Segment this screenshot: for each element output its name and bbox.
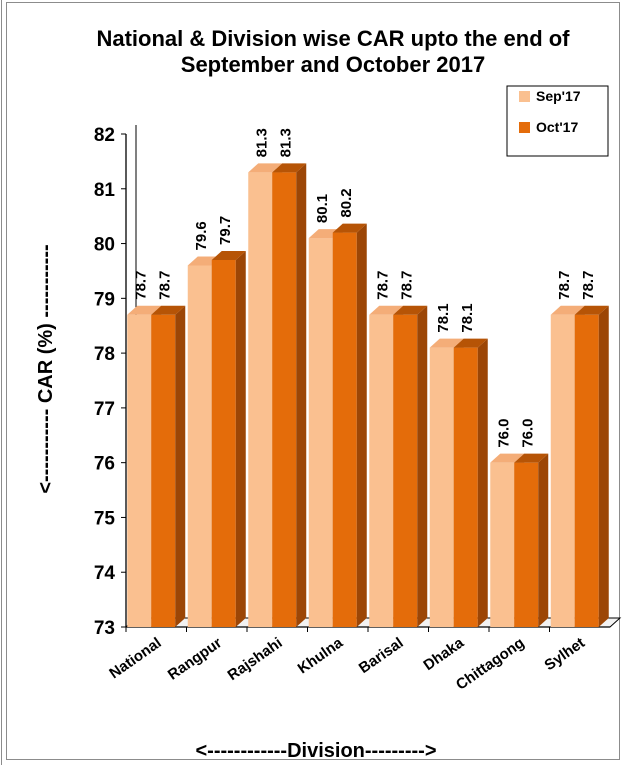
bar-side	[235, 250, 246, 627]
data-label: 78.7	[374, 271, 391, 300]
chart-title-line-2: September and October 2017	[181, 52, 485, 77]
bar-khulna-oct	[332, 223, 367, 627]
legend-label: Oct'17	[536, 119, 578, 135]
chart-frame	[6, 2, 620, 760]
bar-front	[453, 347, 478, 627]
y-tick-label: 78	[94, 344, 115, 365]
data-label: 78.1	[435, 303, 452, 332]
x-tick-label: Chittagong	[453, 634, 528, 693]
x-tick-label: National	[106, 634, 164, 682]
bar-side	[477, 338, 488, 627]
x-tick-labels: National Rangpur Rajshahi Khulna Barisal Dhak…	[106, 634, 588, 694]
data-label: 78.7	[580, 271, 597, 300]
bar-front	[332, 232, 357, 627]
bar-top	[453, 338, 488, 348]
data-label: 78.7	[132, 271, 149, 300]
bar-dhaka-oct	[453, 338, 488, 627]
data-label: 80.2	[338, 188, 355, 217]
bar-rajshahi-oct	[272, 163, 307, 627]
data-label: 78.1	[459, 303, 476, 332]
bar-top	[393, 305, 428, 315]
bar-side	[538, 453, 549, 627]
bar-top	[574, 305, 609, 315]
bar-front	[550, 314, 575, 627]
bar-chittagong-oct	[514, 453, 549, 627]
bar-front	[514, 462, 539, 627]
legend: Sep'17 Oct'17	[506, 85, 609, 157]
bar-side	[296, 163, 307, 627]
bar-top	[332, 223, 367, 233]
data-labels: 78.7 78.7 79.6 79.7 81.3 81.3 80.1 80.2 78.7 78.7…	[132, 128, 597, 448]
x-tick-label: Dhaka	[420, 634, 467, 674]
bar-top	[369, 305, 404, 315]
bar-side	[175, 305, 186, 627]
y-tick-label: 75	[94, 508, 116, 529]
y-tick-label: 74	[94, 563, 116, 584]
data-label: 78.7	[156, 271, 173, 300]
x-tick-label: Sylhet	[541, 634, 588, 674]
bar-top	[248, 163, 283, 173]
bar-top	[429, 338, 464, 348]
data-label: 79.7	[217, 216, 234, 245]
bar-top	[490, 453, 525, 463]
bar-top	[272, 163, 307, 173]
y-tick-label: 77	[94, 399, 115, 420]
bar-top	[127, 305, 162, 315]
bars	[127, 163, 609, 628]
x-tick-label: Rajshahi	[225, 634, 286, 684]
x-tick-label: Khulna	[295, 634, 347, 677]
bar-side	[417, 305, 428, 627]
data-label: 79.6	[193, 221, 210, 250]
bar-top	[514, 453, 549, 463]
bar-front	[574, 314, 599, 627]
bar-sylhet-oct	[574, 305, 609, 627]
bar-barisal-oct	[393, 305, 428, 627]
bar-front	[151, 314, 176, 627]
bar-front	[429, 347, 454, 627]
bar-top	[550, 305, 585, 315]
data-label: 78.7	[556, 271, 573, 300]
bar-front	[248, 172, 273, 627]
x-tick-label: Rangpur	[165, 634, 225, 683]
bar-front	[187, 265, 212, 627]
y-tick-labels: 73 74 75 76 77 78 79 80 81 82	[94, 125, 116, 639]
bar-national-oct	[151, 305, 186, 627]
bar-front	[127, 314, 152, 627]
bar-top	[151, 305, 186, 315]
chart-title-line-1: National & Division wise CAR upto the en…	[96, 26, 570, 51]
y-tick-label: 76	[94, 454, 115, 475]
bar-front	[393, 314, 418, 627]
x-axis-title: <------------Division--------->	[195, 740, 436, 762]
legend-label: Sep'17	[536, 88, 581, 104]
bar-side	[598, 305, 609, 627]
data-label: 80.1	[314, 194, 331, 223]
y-axis-title: <----------- CAR (%) -----------	[35, 244, 57, 493]
bar-side	[356, 223, 367, 627]
y-tick-label: 81	[94, 180, 116, 201]
legend-swatch	[519, 122, 530, 133]
data-label: 76.0	[519, 418, 536, 447]
y-tick-label: 80	[94, 235, 115, 256]
data-label: 81.3	[253, 128, 270, 157]
bar-front	[369, 314, 394, 627]
y-tick-label: 79	[94, 289, 115, 310]
bar-front	[308, 238, 333, 628]
data-label: 76.0	[495, 418, 512, 447]
y-tick-label: 82	[94, 125, 115, 146]
legend-swatch	[519, 91, 530, 102]
bar-rangpur-oct	[211, 250, 246, 627]
bar-top	[211, 250, 246, 260]
bar-front	[211, 259, 236, 627]
bar-front	[272, 172, 297, 627]
x-tick-label: Barisal	[356, 634, 407, 677]
data-label: 78.7	[398, 271, 415, 300]
y-tick-label: 73	[94, 618, 115, 639]
data-label: 81.3	[277, 128, 294, 157]
bar-front	[490, 462, 515, 627]
outer-left-rule	[1, 0, 2, 765]
